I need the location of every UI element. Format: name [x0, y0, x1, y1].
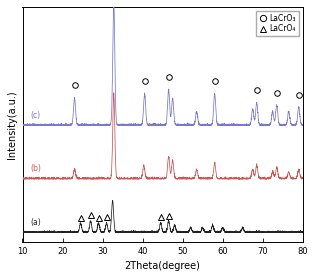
Text: (c): (c) — [31, 111, 41, 120]
X-axis label: 2Theta(degree): 2Theta(degree) — [125, 261, 201, 271]
Text: (a): (a) — [31, 218, 41, 227]
Legend: LaCrO₃, LaCrO₄: LaCrO₃, LaCrO₄ — [256, 11, 299, 36]
Y-axis label: Intensity(a.u.): Intensity(a.u.) — [7, 90, 17, 159]
Text: (b): (b) — [31, 165, 41, 173]
